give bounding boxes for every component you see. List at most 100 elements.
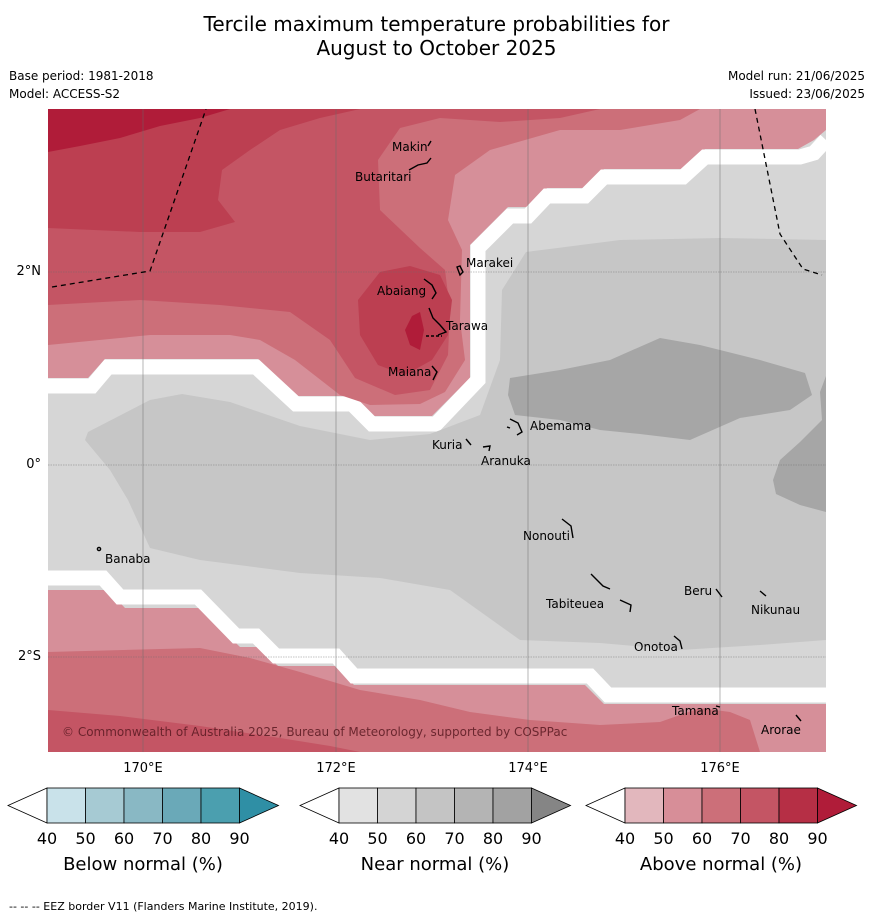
label-marakei: Marakei [466,256,513,270]
map-svg: Makin Butaritari Marakei Abaiang Tarawa … [48,109,826,752]
above-normal-south-50-region [48,648,760,752]
colorbar-extend-high [817,787,858,824]
near-normal-70-region [508,338,812,440]
colorbar-segment [778,787,818,824]
island-makin [427,140,432,147]
model-run: Model run: 21/06/2025 [727,69,865,83]
title-line-2: August to October 2025 [316,36,557,60]
colorbar-tick-label: 50 [75,829,96,848]
label-makin: Makin [392,140,428,154]
island-tamana [715,705,721,708]
map-panel: Makin Butaritari Marakei Abaiang Tarawa … [48,109,826,752]
colorbar-segment [377,787,417,824]
label-abaiang: Abaiang [377,284,426,298]
eez-border [51,109,823,288]
island-banaba [96,546,102,552]
colorbar-segment [200,787,240,824]
issued-date: Issued: 23/06/2025 [749,87,865,101]
colorbar-tick-label: 80 [190,829,212,848]
island-nikunau [759,590,767,597]
lat-label-2n: 2°N [16,264,42,279]
island-beru [715,588,723,598]
colorbar-extend-low [7,787,48,824]
lon-label-172e: 172°E [316,761,356,776]
near-normal-70-region-east [773,376,826,512]
island-tarawa [428,307,448,336]
island-onotoa [673,635,683,650]
colorbar-below-normal [7,787,280,824]
eez-footnote: -- -- -- EEZ border V11 (Flanders Marine… [9,900,318,913]
colorbar-near-normal [299,787,572,824]
colorbar-segment [740,787,780,824]
colorbar-segment [415,787,455,824]
island-abemama [509,418,523,436]
near-normal-60-region [85,238,826,650]
island-nonouti [561,518,574,539]
colorbar-tick-label: 60 [113,829,135,848]
colorbar-tick-label: 50 [653,829,674,848]
title-line-1: Tercile maximum temperature probabilitie… [203,12,670,36]
island-maiana [431,365,438,381]
colorbar-extend-low [585,787,626,824]
colorbars [7,787,858,824]
colorbar-segment [123,787,163,824]
colorbar-tick-label: 70 [730,829,751,848]
colorbar-tick-label: 90 [521,829,542,848]
model-name: Model: ACCESS-S2 [9,87,121,101]
lat-label-0: 0° [26,457,41,472]
island-aranuka [482,445,491,452]
island-abaiang [423,278,437,300]
colorbar-segment [162,787,202,824]
label-tarawa: Tarawa [445,319,488,333]
lon-label-170e: 170°E [123,761,163,776]
colorbar-tick-label: 40 [328,829,350,848]
colorbar-tick-label: 50 [367,829,388,848]
above-normal-70-region [48,109,360,232]
above-normal-80-region [48,109,230,152]
above-normal-70-blob [358,266,452,375]
colorbar-tick-label: 40 [614,829,636,848]
island-marakei [456,265,464,277]
label-onotoa: Onotoa [634,640,678,654]
grid-lines [48,109,826,752]
colorbar-segment [492,787,532,824]
map-title: Tercile maximum temperature probabilitie… [0,12,873,60]
colorbar-tick-label: 40 [36,829,58,848]
above-normal-80-blob [405,312,424,350]
label-maiana: Maiana [388,365,431,379]
island-kuria [465,438,472,446]
colorbar-tick-label: 90 [807,829,828,848]
island-tabiteuea-south [619,599,632,613]
colorbar-title-near: Near normal (%) [360,854,510,875]
colorbar-tick-label: 80 [482,829,504,848]
island-outlines [96,140,802,722]
colorbar-title-below: Below normal (%) [63,854,223,875]
label-aranuka: Aranuka [481,454,531,468]
label-beru: Beru [684,584,712,598]
colorbar-segment [338,787,378,824]
colorbar-tick-label: 60 [405,829,427,848]
base-period: Base period: 1981-2018 [9,69,154,83]
label-tabiteuea: Tabiteuea [545,597,604,611]
colorbar-above-normal [585,787,858,824]
label-banaba: Banaba [105,552,151,566]
colorbar-segment [624,787,664,824]
label-tamana: Tamana [671,704,719,718]
colorbar-extend-high [239,787,280,824]
lat-label-2s: 2°S [17,649,41,664]
label-butaritari: Butaritari [355,170,412,184]
island-abemama-islet [506,426,511,429]
island-butaritari [408,157,432,171]
copyright-notice: © Commonwealth of Australia 2025, Bureau… [62,725,567,739]
colorbar-extend-high [531,787,572,824]
label-kuria: Kuria [432,438,463,452]
colorbar-title-above: Above normal (%) [639,854,803,875]
lon-label-176e: 176°E [700,761,740,776]
meta-right: Model run: 21/06/2025 Issued: 23/06/2025 [728,69,865,105]
label-arorae: Arorae [761,723,801,737]
colorbar-tick-label: 70 [152,829,173,848]
colorbar-extend-low [299,787,340,824]
lon-label-174e: 174°E [508,761,548,776]
colorbar-tick-label: 90 [229,829,250,848]
label-nonouti: Nonouti [523,529,570,543]
